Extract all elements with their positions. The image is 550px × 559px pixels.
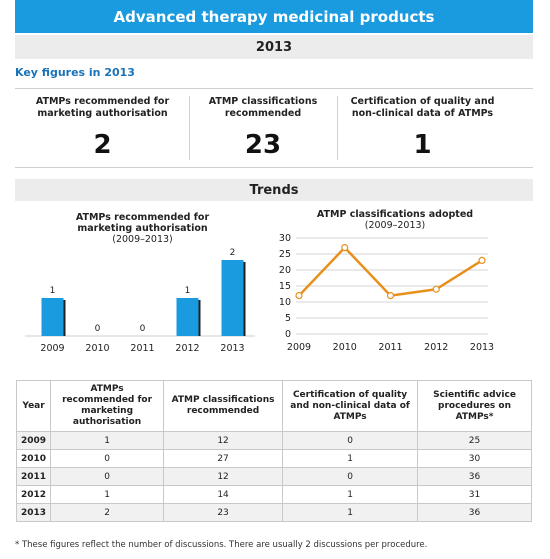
table-cell-year: 2009 [15, 431, 52, 450]
table-cell: 30 [417, 449, 532, 468]
y-tick-label: 10 [279, 297, 291, 308]
table-cell-year: 2013 [15, 503, 52, 522]
key-figure-value: 2 [93, 130, 112, 160]
table-cell: 0 [282, 431, 419, 450]
y-tick-label: 25 [279, 249, 291, 260]
bar-category-label: 2011 [130, 343, 154, 354]
line-chart-title-block: ATMP classifications adopted (2009–2013) [290, 209, 500, 231]
bar-value-label: 0 [140, 324, 146, 334]
table-header-cell: Year [15, 380, 52, 432]
bar-value-label: 2 [230, 248, 236, 258]
data-point [478, 256, 486, 265]
table-cell: 14 [163, 485, 284, 504]
key-figures-heading: Key figures in 2013 [15, 66, 135, 79]
key-figure-divider [189, 96, 190, 160]
bar [41, 298, 64, 336]
table-header-cell: ATMP classifications recommended [163, 380, 284, 432]
data-point [295, 291, 303, 300]
key-figure-classifications: ATMP classifications recommended 23 [195, 96, 331, 162]
key-figure-label: ATMP classifications recommended [208, 96, 318, 119]
table-cell: 12 [163, 431, 284, 450]
table-row: 2010 0 27 1 30 [15, 449, 532, 468]
bar [221, 260, 244, 336]
table-header-cell: Scientific advice procedures on ATMPs* [417, 380, 532, 432]
x-tick-label: 2013 [470, 342, 494, 353]
key-figure-value: 1 [413, 130, 432, 160]
table-cell: 0 [282, 467, 419, 486]
table-header-cell: Certification of quality and non-clinica… [282, 380, 419, 432]
table-cell: 12 [163, 467, 284, 486]
y-tick-label: 15 [279, 281, 291, 292]
table-cell: 0 [50, 467, 165, 486]
table-cell-year: 2012 [15, 485, 52, 504]
table-row: 2009 1 12 0 25 [15, 431, 532, 450]
atmp-data-table: Year ATMPs recommended for marketing aut… [15, 380, 532, 522]
bar-value-label: 1 [185, 286, 191, 296]
table-cell: 36 [417, 467, 532, 486]
line-chart: 0 5 10 15 20 25 30 2009 2010 2011 2012 2013 [279, 233, 494, 353]
table-row: 2011 0 12 0 36 [15, 467, 532, 486]
table-cell: 36 [417, 503, 532, 522]
y-tick-label: 0 [285, 329, 291, 340]
bar-category-label: 2012 [175, 343, 199, 354]
bar [176, 298, 199, 336]
table-cell: 1 [282, 503, 419, 522]
bar-category-label: 2013 [220, 343, 244, 354]
series-line [298, 246, 483, 297]
x-tick-label: 2011 [378, 342, 402, 353]
table-cell: 31 [417, 485, 532, 504]
table-cell: 2 [50, 503, 165, 522]
year-banner: 2013 [15, 35, 533, 59]
bar-chart-subtitle: (2009–2013) [112, 234, 173, 245]
key-figures-bottom-rule [15, 167, 533, 168]
bar-chart-title: ATMPs recommended for marketing authoris… [75, 212, 210, 234]
y-tick-label: 5 [285, 313, 291, 324]
line-chart-subtitle: (2009–2013) [364, 220, 426, 231]
bar-value-label: 1 [50, 286, 56, 296]
table-cell: 27 [163, 449, 284, 468]
key-figure-label: ATMPs recommended for marketing authoris… [35, 96, 170, 119]
key-figure-atmps-recommended: ATMPs recommended for marketing authoris… [30, 96, 175, 162]
table-row: 2013 2 23 1 36 [15, 503, 532, 522]
page-title: Advanced therapy medicinal products [15, 0, 533, 33]
bar-value-label: 0 [95, 324, 101, 334]
table-cell-year: 2011 [15, 467, 52, 486]
table-cell: 1 [50, 431, 165, 450]
table-cell: 23 [163, 503, 284, 522]
data-point [341, 244, 349, 252]
table-cell: 1 [282, 485, 419, 504]
table-cell: 25 [417, 431, 532, 450]
x-tick-label: 2009 [287, 342, 311, 353]
bar-chart-title-block: ATMPs recommended for marketing authoris… [60, 212, 225, 245]
table-cell: 1 [50, 485, 165, 504]
data-point [432, 285, 440, 293]
data-point [386, 291, 395, 300]
y-tick-label: 30 [279, 233, 291, 244]
key-figure-value: 23 [244, 130, 282, 160]
y-tick-label: 20 [279, 265, 291, 276]
line-chart-title: ATMP classifications adopted [316, 209, 474, 220]
table-header-row: Year ATMPs recommended for marketing aut… [15, 380, 532, 432]
bar-chart: 1 2009 0 2010 0 2011 1 2012 2 2013 [25, 248, 255, 354]
x-tick-label: 2010 [333, 342, 357, 353]
table-cell-year: 2010 [15, 449, 52, 468]
table-row: 2012 1 14 1 31 [15, 485, 532, 504]
table-cell: 0 [50, 449, 165, 468]
bar-category-label: 2010 [85, 343, 109, 354]
x-tick-label: 2012 [424, 342, 448, 353]
key-figure-certification: Certification of quality and non-clinica… [340, 96, 505, 162]
trends-heading: Trends [15, 179, 533, 201]
bar-category-label: 2009 [40, 343, 64, 354]
key-figures-top-rule [15, 88, 533, 89]
table-header-cell: ATMPs recommended for marketing authoris… [50, 380, 165, 432]
key-figure-divider [337, 96, 338, 160]
key-figure-label: Certification of quality and non-clinica… [350, 96, 495, 119]
table-cell: 1 [282, 449, 419, 468]
footnote: * These figures reflect the number of di… [15, 540, 428, 550]
